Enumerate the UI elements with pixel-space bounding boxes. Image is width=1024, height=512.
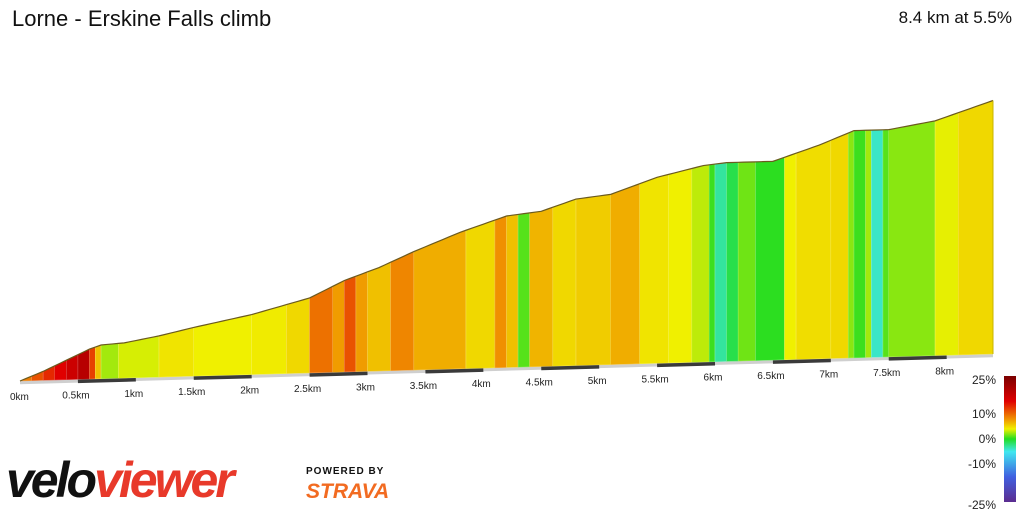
powered-by-label: POWERED BY — [306, 466, 385, 477]
gradient-segment-22 — [494, 215, 507, 369]
gradient-segment-45 — [888, 120, 936, 358]
strava-logo[interactable]: STRAVA — [306, 480, 390, 503]
legend-tick-label: 0% — [979, 432, 997, 446]
gradient-segment-6 — [89, 346, 96, 380]
climb-summary: 8.4 km at 5.5% — [898, 8, 1012, 27]
gradient-segment-12 — [251, 304, 287, 375]
gradient-segment-32 — [708, 163, 716, 363]
x-tick-label: 0km — [10, 392, 29, 403]
x-tick-label: 3km — [356, 382, 375, 393]
legend-tick-label: -10% — [968, 457, 996, 471]
gradient-segment-25 — [529, 206, 554, 368]
gradient-segment-15 — [332, 280, 345, 373]
gradient-segment-26 — [552, 198, 577, 367]
gradient-segment-35 — [737, 161, 756, 362]
x-tick-label: 6km — [704, 373, 723, 384]
gradient-segment-16 — [344, 275, 357, 373]
profile-base-side — [20, 354, 993, 385]
x-tick-label: 4km — [472, 379, 491, 390]
gradient-segment-43 — [871, 129, 884, 358]
gradient-segment-36 — [755, 156, 785, 361]
gradient-segment-40 — [847, 130, 855, 359]
km-bar-13 — [772, 358, 831, 364]
gradient-segment-34 — [726, 162, 739, 362]
brand-footer: veloviewer POWERED BY STRAVA — [6, 452, 426, 508]
km-bar-9 — [541, 365, 600, 371]
base-side-face — [20, 354, 993, 385]
gradient-segment-28 — [610, 183, 640, 365]
gradient-segment-37 — [784, 152, 797, 361]
x-tick-label: 2.5km — [294, 384, 321, 395]
gradient-segment-38 — [795, 139, 832, 360]
km-bar-7 — [425, 368, 484, 374]
km-bar-15 — [888, 355, 947, 361]
x-tick-label: 0.5km — [62, 390, 89, 401]
gradient-segment-47 — [958, 100, 994, 356]
gradient-segments — [19, 100, 994, 382]
gradient-segment-17 — [355, 271, 368, 372]
x-tick-label: 6.5km — [757, 371, 784, 382]
gradient-segment-23 — [506, 214, 519, 368]
profile-top-line — [19, 99, 994, 382]
gradient-segment-30 — [668, 168, 693, 364]
km-bar-5 — [309, 371, 368, 377]
gradient-segment-41 — [853, 130, 866, 359]
legend-tick-label: -25% — [968, 498, 996, 512]
gradient-segment-7 — [95, 344, 102, 380]
x-tick-label: 7km — [819, 370, 838, 381]
x-tick-label: 2km — [240, 386, 259, 397]
gradient-segment-14 — [309, 285, 333, 374]
chart-title: Lorne - Erskine Falls climb — [12, 6, 272, 31]
gradient-segment-46 — [934, 112, 959, 356]
x-tick-label: 3.5km — [410, 381, 437, 392]
gradient-segment-8 — [100, 343, 119, 380]
gradient-segment-20 — [413, 229, 467, 371]
gradient-segment-4 — [66, 354, 79, 380]
gradient-segment-27 — [575, 194, 611, 366]
legend-tick-label: 10% — [972, 407, 996, 421]
x-tick-label: 1.5km — [178, 387, 205, 398]
gradient-segment-18 — [367, 261, 391, 372]
km-bar-1 — [77, 378, 136, 384]
logo-part-viewer: viewer — [94, 452, 235, 508]
x-tick-label: 4.5km — [526, 378, 553, 389]
gradient-segment-13 — [286, 297, 310, 374]
x-tick-label: 8km — [935, 366, 954, 377]
gradient-segment-39 — [830, 132, 849, 359]
gradient-segment-44 — [882, 129, 889, 358]
gradient-segment-31 — [691, 164, 710, 363]
legend-tick-label: 25% — [972, 373, 996, 387]
x-tick-label: 5.5km — [641, 374, 668, 385]
gradient-segment-11 — [193, 314, 252, 377]
x-tick-label: 1km — [124, 389, 143, 400]
x-tick-label: 7.5km — [873, 368, 900, 379]
gradient-segment-29 — [639, 174, 669, 365]
gradient-legend: 25% 10% 0% -10% -25% — [968, 373, 1016, 512]
gradient-segment-33 — [714, 162, 727, 362]
gradient-segment-21 — [465, 219, 496, 369]
gradient-segment-42 — [865, 129, 872, 358]
x-axis: 0km 0.5km 1km 1.5km 2km 2.5km 3km 3.5km 4km 4.5km… — [10, 355, 954, 403]
veloviewer-logo[interactable]: veloviewer — [6, 452, 235, 508]
km-bar-11 — [657, 361, 716, 368]
x-tick-label: 5km — [588, 376, 607, 387]
logo-part-velo: velo — [6, 452, 97, 508]
profile-outline — [19, 99, 994, 382]
legend-color-bar — [1004, 376, 1016, 502]
gradient-segment-19 — [390, 251, 415, 371]
km-bar-3 — [193, 374, 252, 380]
gradient-segment-24 — [517, 212, 530, 368]
